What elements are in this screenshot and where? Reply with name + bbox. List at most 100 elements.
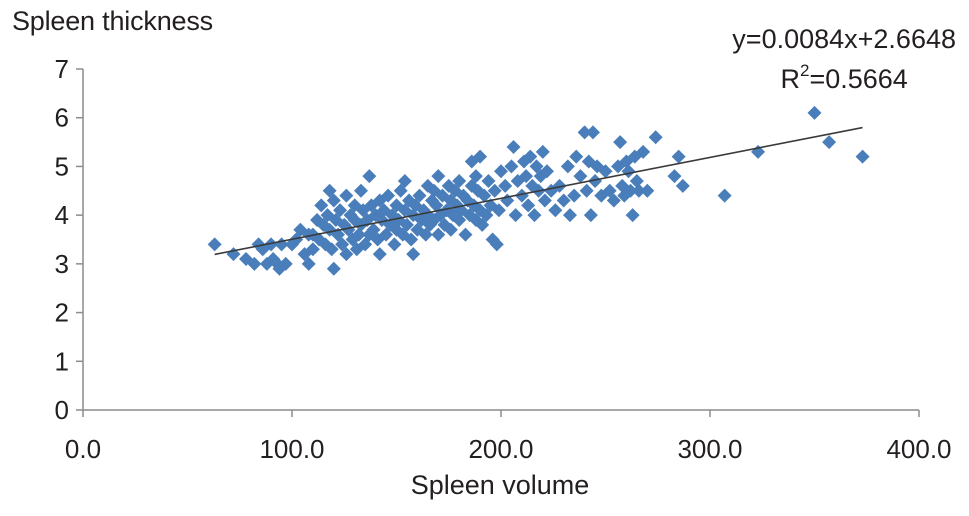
data-point (207, 237, 222, 252)
data-point (431, 169, 446, 184)
data-point (671, 149, 686, 164)
data-point (573, 169, 588, 184)
data-point (588, 174, 603, 189)
data-point (519, 169, 534, 184)
data-point (625, 208, 640, 223)
data-point (452, 174, 467, 189)
y-tick-label: 6 (55, 103, 69, 133)
data-point (807, 105, 822, 120)
data-point (623, 183, 638, 198)
data-point (613, 135, 628, 150)
data-point (822, 135, 837, 150)
data-point (353, 183, 368, 198)
data-point (494, 164, 508, 179)
data-point (585, 125, 600, 140)
data-point (537, 193, 552, 208)
y-tick-label: 3 (55, 249, 69, 279)
data-point (339, 188, 354, 203)
data-point (278, 256, 293, 271)
data-point (523, 149, 538, 164)
data-points (207, 105, 870, 276)
data-point (443, 222, 458, 237)
y-tick-label: 7 (55, 54, 69, 84)
y-tick-label: 2 (55, 298, 69, 328)
y-tick-label: 1 (55, 346, 69, 376)
r-squared-label: R2=0.5664 (732, 56, 956, 96)
data-point (560, 159, 575, 174)
data-point (717, 188, 732, 203)
trendline-equation-box: y=0.0084x+2.6648 R2=0.5664 (732, 22, 956, 96)
trendline-line (214, 126, 863, 256)
data-point (508, 208, 523, 223)
data-point (562, 208, 577, 223)
data-point (339, 247, 354, 262)
data-point (452, 213, 467, 228)
x-tick-label: 400.0 (886, 434, 951, 464)
x-tick-label: 100.0 (259, 434, 324, 464)
y-tick-label: 5 (55, 151, 69, 181)
data-point (314, 198, 329, 213)
data-point (489, 237, 504, 252)
r-squared-value: =0.5664 (809, 64, 908, 94)
y-tick-label: 4 (55, 200, 69, 230)
data-point (855, 149, 870, 164)
data-point (362, 169, 377, 184)
data-point (412, 188, 427, 203)
data-point (305, 242, 320, 257)
data-point (539, 164, 554, 179)
data-point (481, 174, 496, 189)
x-tick-label: 300.0 (677, 434, 742, 464)
data-point (491, 203, 506, 218)
x-tick-label: 0.0 (65, 434, 101, 464)
y-tick-label: 0 (55, 395, 69, 425)
data-point (498, 178, 513, 193)
y-axis-title: Spleen thickness (12, 6, 213, 36)
data-point (552, 178, 567, 193)
data-point (458, 227, 473, 242)
data-point (521, 198, 536, 213)
data-point (333, 203, 348, 218)
data-point (556, 193, 571, 208)
data-point (504, 159, 519, 174)
data-point (675, 178, 690, 193)
data-point (301, 256, 316, 271)
data-point (487, 183, 502, 198)
data-point (667, 169, 682, 184)
data-point (247, 256, 262, 271)
data-point (548, 203, 563, 218)
data-point (324, 242, 339, 257)
r-squared-superscript: 2 (799, 61, 810, 80)
data-point (397, 174, 412, 189)
data-point (648, 130, 663, 145)
data-point (326, 261, 341, 276)
data-point (636, 144, 651, 159)
data-point (404, 232, 419, 247)
data-point (477, 188, 492, 203)
data-point (506, 139, 521, 154)
trendline-equation: y=0.0084x+2.6648 (732, 24, 956, 54)
data-point (527, 208, 542, 223)
data-point (399, 217, 414, 232)
data-point (381, 188, 396, 203)
data-point (629, 174, 644, 189)
data-point (606, 193, 621, 208)
data-point (640, 183, 655, 198)
trendline (214, 126, 863, 256)
data-point (431, 227, 446, 242)
data-point (569, 149, 584, 164)
x-tick-label: 200.0 (468, 434, 533, 464)
data-point (264, 237, 279, 252)
data-point (473, 149, 488, 164)
data-point (583, 208, 598, 223)
data-point (372, 247, 387, 262)
data-point (567, 188, 582, 203)
data-point (387, 237, 402, 252)
data-point (577, 125, 592, 140)
data-point (579, 183, 594, 198)
data-point (468, 169, 483, 184)
data-point (631, 183, 646, 198)
data-point (535, 144, 550, 159)
data-point (351, 227, 366, 242)
r-squared-letter: R (780, 64, 800, 94)
